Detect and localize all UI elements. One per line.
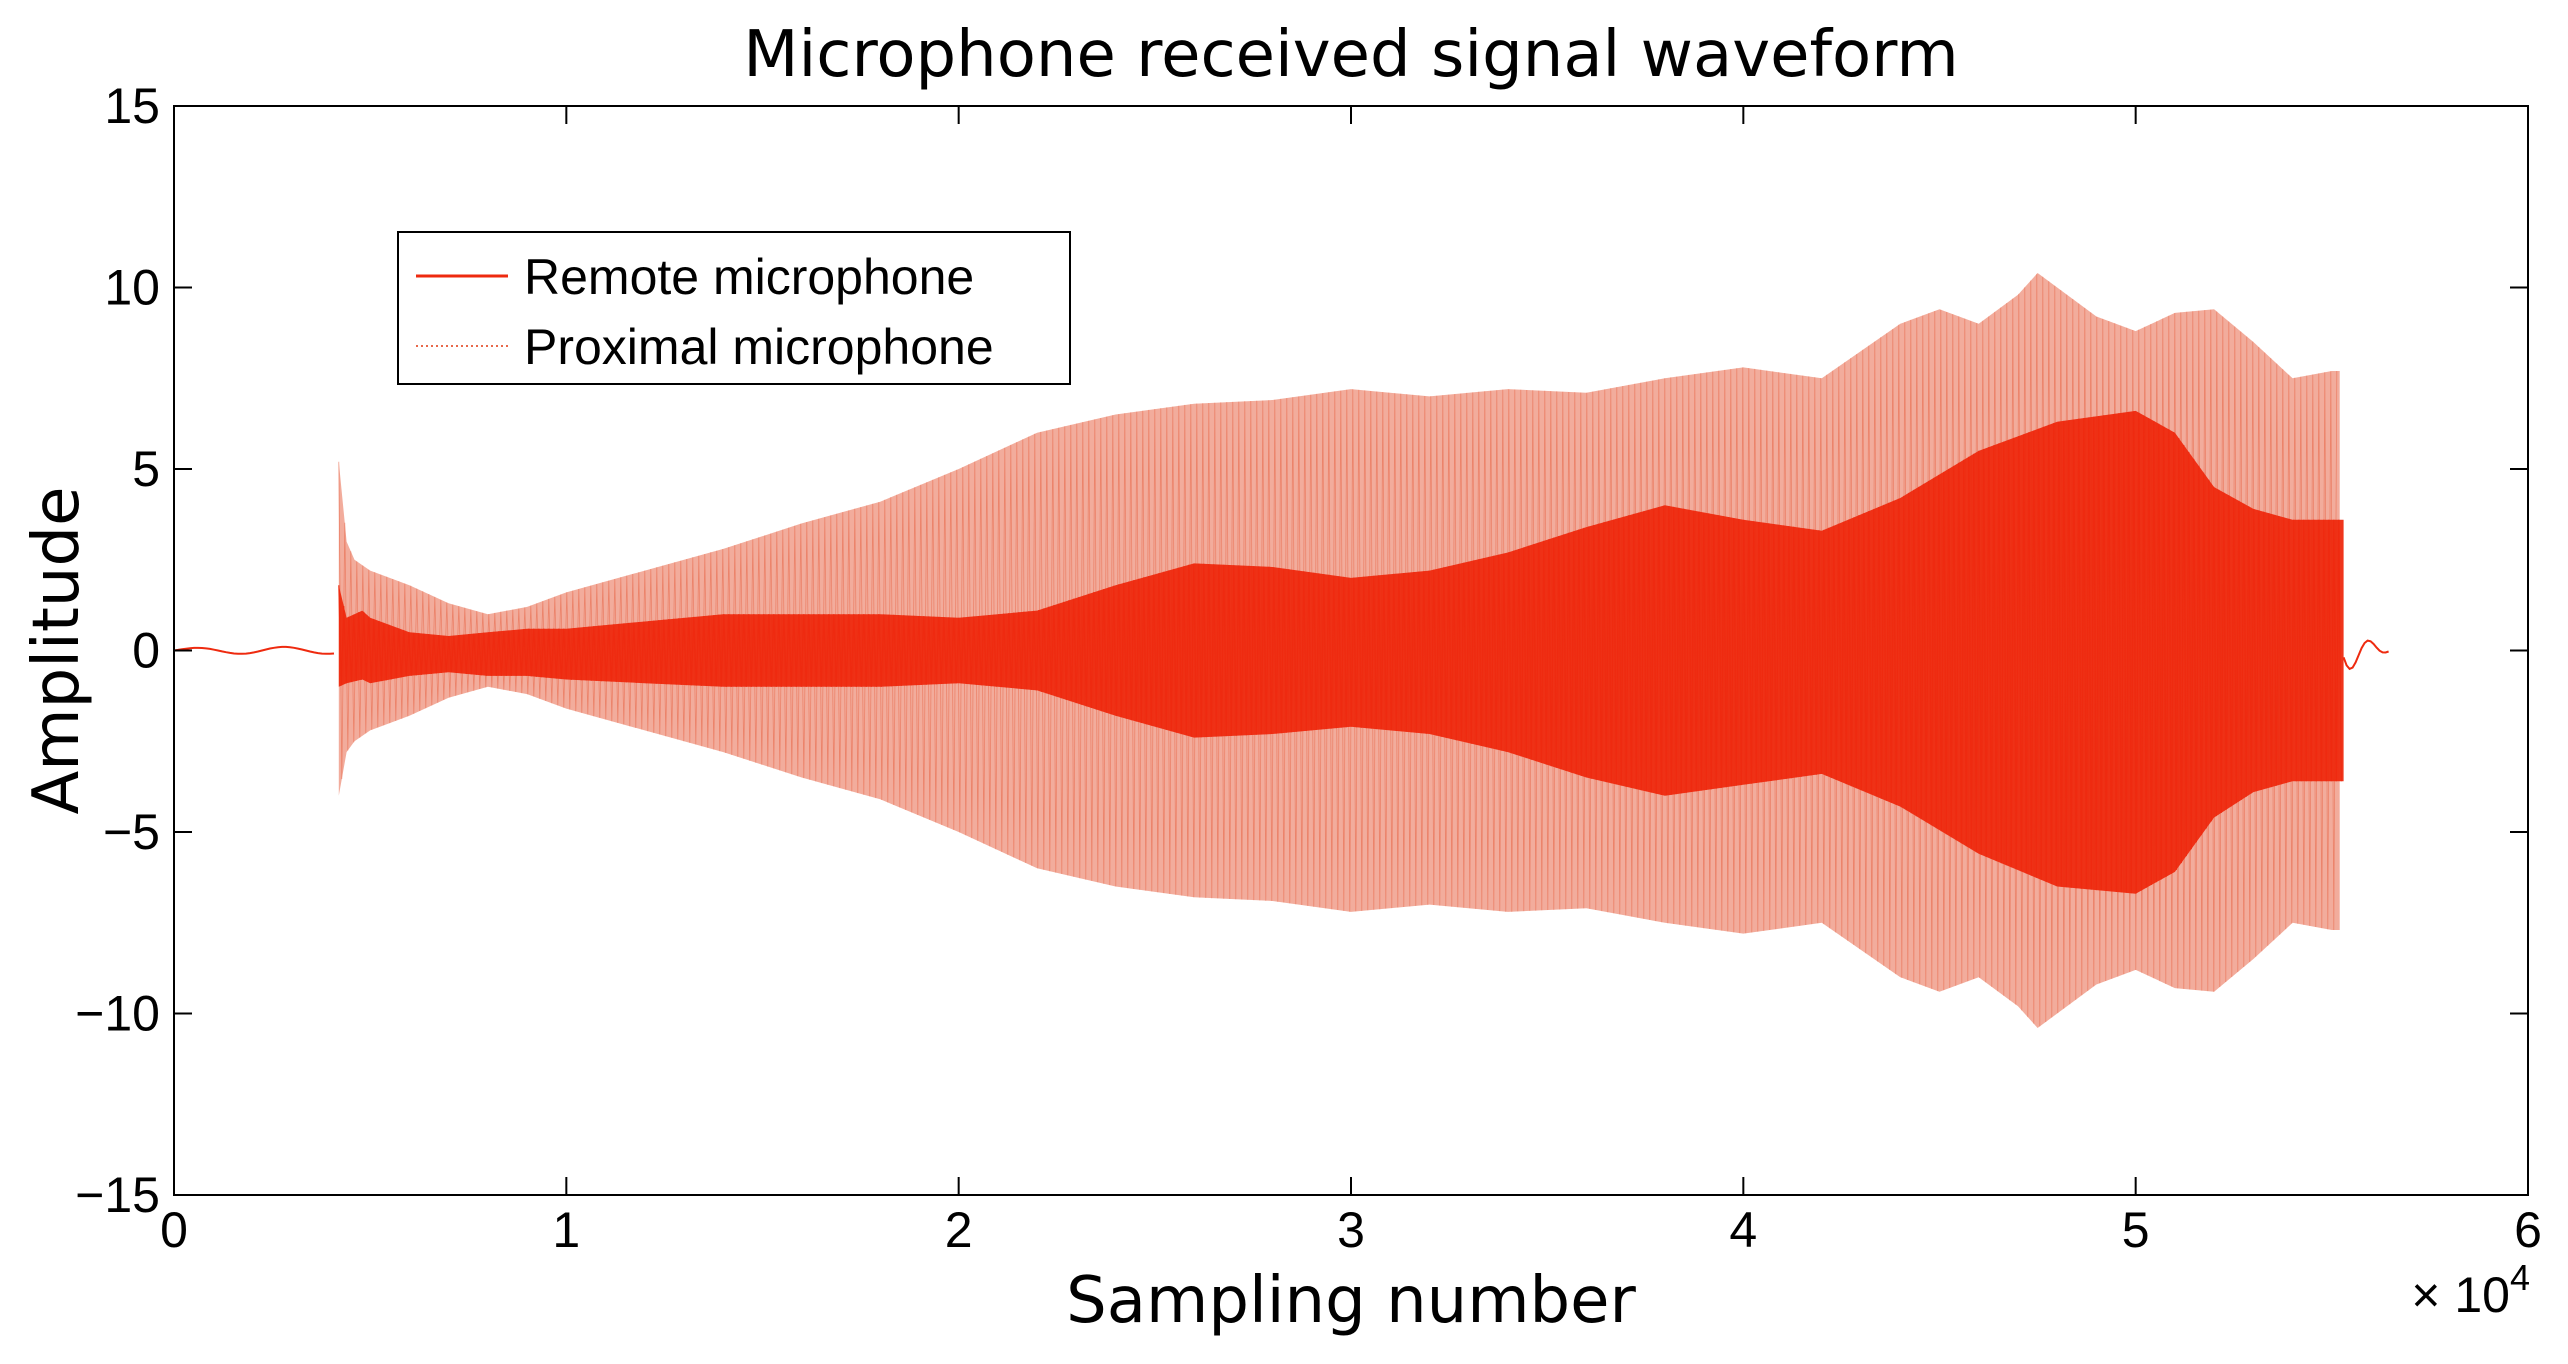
x-tick-label: 4 [1729,1202,1757,1258]
y-tick-label: 0 [132,623,160,679]
x-tick-label: 3 [1337,1202,1365,1258]
waveform-trace-1 [338,411,2342,894]
x-tick-label: 0 [160,1202,188,1258]
x-axis-multiplier: × 104 [2411,1257,2530,1323]
y-tick-label: −5 [103,804,160,860]
legend-box [397,231,1071,385]
chart-title: Microphone received signal waveform [743,18,1958,92]
x-axis-multiplier-exponent: 4 [2510,1257,2530,1298]
y-tick-label: 5 [132,441,160,497]
legend-label-remote: Remote microphone [524,249,974,305]
x-tick-label: 6 [2514,1202,2542,1258]
x-tick-label: 5 [2122,1202,2150,1258]
x-axis-label: Sampling number [1066,1264,1636,1338]
y-tick-label: −15 [75,1167,160,1223]
y-axis-label: Amplitude [20,487,94,815]
legend: Remote microphone Proximal microphone [397,231,1071,385]
y-tick-label: −10 [75,986,160,1042]
y-tick-label: 10 [104,260,160,316]
series-remote-microphone [173,410,2389,894]
x-axis-multiplier-base: × 10 [2411,1267,2510,1323]
tail-trace [2342,639,2389,671]
series-layer [173,273,2389,1028]
x-tick-label: 2 [945,1202,973,1258]
waveform-trace-0 [338,273,2338,1027]
x-tick-label: 1 [552,1202,580,1258]
envelope-band-1 [338,410,2344,894]
pre-signal-trace [173,645,335,655]
y-tick-label: 15 [104,78,160,134]
legend-label-proximal: Proximal microphone [524,319,994,375]
ticks-layer: 0 1 2 3 4 5 6 −15 −10 −5 0 5 10 15 [75,78,2542,1258]
